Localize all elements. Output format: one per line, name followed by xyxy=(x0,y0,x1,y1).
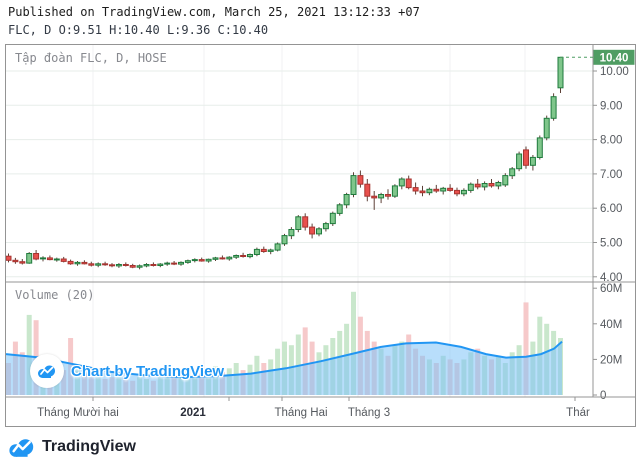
svg-text:10.40: 10.40 xyxy=(600,52,629,64)
watermark-text: Chart by TradingView xyxy=(71,362,225,380)
svg-text:Tháng 3: Tháng 3 xyxy=(348,407,390,419)
symbol-ohlc-line: FLC, D O:9.51 H:10.40 L:9.36 C:10.40 xyxy=(8,23,269,37)
svg-text:9.00: 9.00 xyxy=(600,100,622,112)
svg-text:60M: 60M xyxy=(600,283,622,295)
svg-text:2021: 2021 xyxy=(180,407,206,419)
volume-indicator-label: Volume (20) xyxy=(15,288,95,302)
tradingview-cloud-icon xyxy=(38,365,55,378)
chart-symbol-label: Tập đoàn FLC, D, HOSE xyxy=(15,51,167,65)
footer-logo-text: TradingView xyxy=(42,438,136,455)
chart-frame: 10.00 9.00 8.00 7.00 6.00 5.00 4.00 60M 40M 20M 0 T… xyxy=(5,44,636,427)
svg-text:5.00: 5.00 xyxy=(600,238,622,250)
svg-text:4.00: 4.00 xyxy=(600,272,622,284)
svg-text:Tháng Mười hai: Tháng Mười hai xyxy=(37,407,119,419)
svg-text:20M: 20M xyxy=(600,354,622,366)
svg-text:Thár: Thár xyxy=(566,407,590,419)
published-line: Published on TradingView.com, March 25, … xyxy=(8,5,420,19)
tradingview-logo-circle xyxy=(30,354,64,388)
svg-text:10.00: 10.00 xyxy=(600,66,629,78)
svg-text:7.00: 7.00 xyxy=(600,169,622,181)
candlestick-chart[interactable]: 10.00 9.00 8.00 7.00 6.00 5.00 4.00 60M 40M 20M 0 T… xyxy=(5,45,635,431)
svg-text:0: 0 xyxy=(600,390,606,402)
tradingview-cloud-icon xyxy=(9,439,34,457)
svg-text:6.00: 6.00 xyxy=(600,203,622,215)
svg-text:Tháng Hai: Tháng Hai xyxy=(274,407,327,419)
svg-text:40M: 40M xyxy=(600,319,622,331)
tradingview-watermark[interactable]: Chart by TradingView xyxy=(30,354,224,388)
svg-text:8.00: 8.00 xyxy=(600,135,622,147)
tradingview-footer-logo[interactable]: TradingView xyxy=(8,437,136,457)
